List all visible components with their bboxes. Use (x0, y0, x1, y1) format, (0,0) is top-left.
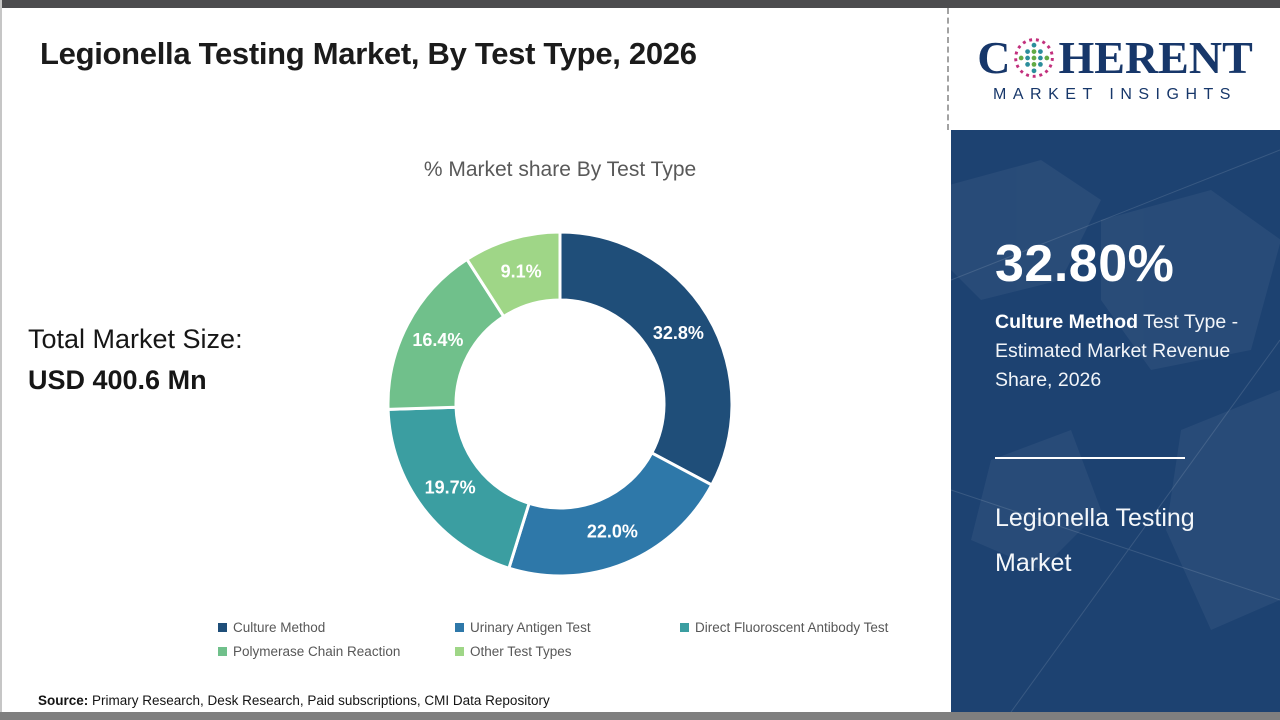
source-line: Source: Primary Research, Desk Research,… (38, 693, 550, 708)
slice-value-label: 9.1% (501, 262, 542, 282)
sidebar-market-name: Legionella Testing Market (995, 504, 1195, 577)
company-logo: C HERENT MARKET INSIGHTS (950, 8, 1280, 130)
chart-legend: Culture Method Urinary Antigen Test Direct… (218, 620, 888, 659)
total-market-size-label: Total Market Size: (28, 324, 243, 354)
logo-letters-rest: HERENT (1058, 31, 1253, 83)
source-label: Source: (38, 693, 89, 708)
slice-value-label: 32.8% (653, 323, 704, 343)
legend-item: Urinary Antigen Test (455, 620, 680, 635)
legend-swatch (455, 623, 464, 632)
dashed-divider (947, 8, 949, 130)
legend-swatch (680, 623, 689, 632)
sidebar-stat-value: 32.80% (995, 235, 1175, 293)
donut-chart: 32.8% 22.0% 19.7% 16.4% 9.1% (386, 230, 734, 578)
page-title: Legionella Testing Market, By Test Type,… (40, 36, 697, 71)
slice-value-label: 22.0% (587, 522, 638, 542)
legend-item: Direct Fluoroscent Antibody Test (680, 620, 888, 635)
total-market-size-value: USD 400.6 Mn (28, 365, 207, 395)
donut-slice-1 (558, 230, 734, 487)
legend-label: Other Test Types (470, 644, 572, 659)
slice-value-label: 16.4% (412, 330, 463, 350)
legend-item: Other Test Types (455, 644, 680, 659)
legend-label: Direct Fluoroscent Antibody Test (695, 620, 889, 635)
legend-label: Culture Method (233, 620, 326, 635)
donut-slice-5 (465, 230, 562, 319)
sidebar-divider-line (995, 457, 1185, 459)
slide-top-border (0, 0, 1280, 8)
globe-icon (1014, 37, 1055, 78)
legend-swatch (218, 647, 227, 656)
slice-value-label: 19.7% (425, 478, 476, 498)
legend-swatch (218, 623, 227, 632)
slide-bottom-border (0, 712, 1280, 720)
logo-wordmark: C HERENT (977, 31, 1253, 83)
logo-letter-c: C (977, 31, 1011, 83)
source-text: Primary Research, Desk Research, Paid su… (92, 693, 550, 708)
sidebar-stat-segment: Culture Method (995, 311, 1138, 333)
donut-slice-2 (507, 451, 714, 578)
legend-label: Polymerase Chain Reaction (233, 644, 401, 659)
sidebar-panel: 32.80% Culture Method Test Type - Estima… (951, 130, 1280, 712)
slide-left-border (0, 0, 2, 720)
logo-subtitle: MARKET INSIGHTS (993, 85, 1237, 103)
sidebar-stat-description: Culture Method Test Type - Estimated Mar… (995, 308, 1257, 395)
legend-item: Polymerase Chain Reaction (218, 644, 455, 659)
legend-label: Urinary Antigen Test (470, 620, 591, 635)
world-map-texture (951, 149, 1280, 712)
legend-swatch (455, 647, 464, 656)
chart-title: % Market share By Test Type (423, 158, 697, 181)
legend-item: Culture Method (218, 620, 455, 635)
sidebar-stat-rest: Test Type - Estimated Market Revenue Sha… (995, 311, 1239, 391)
total-market-size-block: Total Market Size: USD 400.6 Mn (28, 324, 243, 396)
